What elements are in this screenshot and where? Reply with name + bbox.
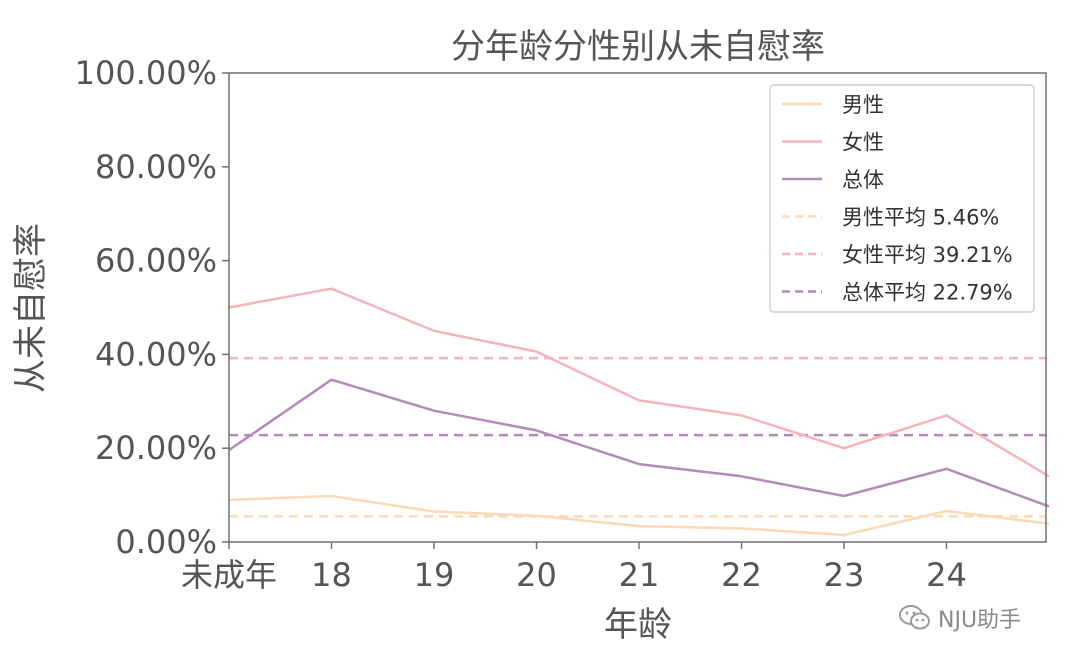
y-axis-ticks: 0.00% 20.00% 40.00% 60.00% 80.00% 100.00% <box>75 54 229 561</box>
legend-label-2: 总体 <box>842 168 884 192</box>
y-tick-label: 60.00% <box>95 242 217 280</box>
plot-frame <box>228 72 1047 543</box>
y-axis-label: 从未自慰率 <box>11 223 51 393</box>
x-tick-label: 23 <box>824 556 865 594</box>
y-tick-label: 20.00% <box>95 429 217 467</box>
series-line-1 <box>228 287 1050 478</box>
y-tick-label: 80.00% <box>95 148 217 186</box>
watermark-text: NJU助手 <box>938 608 1022 633</box>
legend-label-1: 女性 <box>842 131 884 155</box>
y-tick-label: 100.00% <box>75 54 217 92</box>
series-line-2 <box>228 378 1050 508</box>
series-line-0 <box>228 494 1050 537</box>
x-tick-label: 22 <box>721 556 762 594</box>
x-axis-ticks: 未成年 18 19 20 21 22 23 24 <box>181 542 967 594</box>
x-tick-label: 24 <box>926 556 967 594</box>
x-tick-label: 19 <box>414 556 455 594</box>
legend-label-3: 男性平均 5.46% <box>842 206 999 230</box>
legend-frame <box>769 84 1035 313</box>
reference-lines <box>229 356 1046 518</box>
x-tick-label: 20 <box>516 556 557 594</box>
wechat-icon <box>899 605 930 630</box>
y-tick-label: 0.00% <box>115 523 217 561</box>
legend-label-4: 女性平均 39.21% <box>842 243 1013 267</box>
x-tick-label: 18 <box>311 556 352 594</box>
chart-title: 分年龄分性别从未自慰率 <box>451 27 825 67</box>
legend-label-0: 男性 <box>842 93 884 117</box>
y-tick-label: 40.00% <box>95 335 217 373</box>
series-lines <box>228 287 1050 537</box>
legend-label-5: 总体平均 22.79% <box>842 281 1013 305</box>
watermark: NJU助手 <box>898 600 1021 636</box>
x-axis-label: 年龄 <box>604 605 672 645</box>
x-tick-label: 未成年 <box>181 556 277 594</box>
x-tick-label: 21 <box>619 556 660 594</box>
